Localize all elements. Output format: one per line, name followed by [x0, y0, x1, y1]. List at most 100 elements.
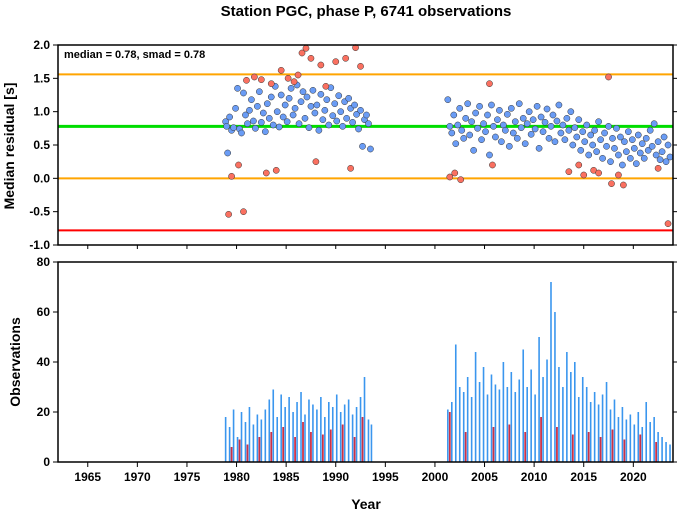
residual-point	[567, 108, 575, 116]
outlier-point	[446, 173, 454, 181]
residual-point	[545, 134, 553, 142]
residual-point	[492, 133, 499, 141]
y-tick-label: 1.5	[33, 71, 50, 85]
residual-point	[468, 118, 475, 126]
residual-point	[597, 136, 604, 144]
residual-point	[283, 118, 291, 126]
outlier-point	[342, 54, 350, 62]
residual-point	[303, 93, 311, 101]
residual-point	[365, 120, 372, 128]
residual-point	[460, 134, 468, 142]
residual-point	[230, 124, 237, 132]
outlier-point	[332, 58, 340, 66]
outlier-point	[284, 74, 292, 82]
outlier-point	[257, 76, 265, 84]
residual-point	[353, 110, 360, 118]
observations-x-axis: 1965 1970 1975 1980 1985 1990 1995 2000 2005 2010…	[74, 462, 647, 484]
residual-point	[579, 128, 587, 136]
residual-point	[513, 134, 521, 142]
residual-point	[343, 114, 351, 122]
x-tick-label: 2005	[471, 470, 498, 484]
residual-point	[261, 128, 269, 136]
residual-point	[581, 138, 589, 146]
outlier-point	[235, 161, 242, 169]
residual-point	[256, 88, 263, 96]
x-tick-label: 1970	[124, 470, 151, 484]
x-tick-label: 2010	[521, 470, 548, 484]
residual-point	[289, 111, 297, 119]
residual-point	[634, 131, 642, 139]
residual-point	[555, 101, 563, 109]
residual-point	[450, 111, 458, 119]
residual-point	[636, 149, 644, 157]
reference-lines	[58, 73, 673, 232]
residual-point	[317, 90, 325, 98]
residual-point	[498, 138, 505, 146]
residual-point	[232, 104, 239, 112]
residual-point	[226, 113, 233, 121]
residual-point	[246, 106, 253, 114]
residual-point	[275, 123, 283, 131]
residual-point	[599, 154, 606, 162]
residual-point	[482, 128, 489, 136]
residual-point	[297, 98, 305, 106]
residual-point	[263, 100, 271, 108]
residual-point	[252, 124, 259, 132]
residual-point	[529, 116, 537, 124]
residual-point	[224, 149, 231, 157]
outlier-point	[615, 171, 622, 179]
residual-point	[494, 116, 501, 124]
residual-point	[472, 109, 479, 117]
outlier-point	[277, 66, 285, 74]
outlier-point	[347, 164, 354, 172]
y-tick-label: 40	[37, 355, 51, 369]
residual-point	[287, 84, 295, 92]
residual-point	[323, 96, 331, 104]
outlier-point	[240, 208, 247, 216]
residual-point	[585, 151, 593, 159]
residual-point	[454, 121, 462, 129]
observations-panel: 0 20 40 60 80 1965 1970 1975 1980 1985 1990 1995 20…	[7, 255, 677, 511]
y-tick-label: 2.0	[33, 38, 50, 52]
residual-point	[496, 106, 503, 114]
residual-point	[535, 144, 543, 152]
residual-point	[456, 104, 464, 112]
residual-point	[525, 108, 533, 116]
residual-point	[313, 101, 321, 109]
x-tick-label: 1990	[322, 470, 349, 484]
residual-point	[511, 118, 519, 126]
y-tick-label: -1.0	[29, 238, 50, 252]
residual-point	[329, 112, 337, 120]
residual-point	[223, 122, 230, 130]
residual-point	[462, 114, 470, 122]
residual-point	[658, 148, 666, 156]
y-tick-label: 20	[37, 405, 51, 419]
residual-point	[533, 102, 541, 110]
residual-point	[269, 121, 277, 129]
residual-point	[502, 126, 509, 134]
residual-point	[632, 160, 640, 168]
observation-bars	[224, 282, 671, 462]
outlier-point	[225, 210, 232, 218]
outlier-point	[290, 78, 298, 86]
residual-point	[335, 92, 343, 100]
residual-point	[515, 100, 523, 108]
residual-point	[519, 114, 527, 122]
residual-point	[559, 121, 567, 129]
residual-point	[664, 141, 672, 149]
y-tick-label: 0.0	[33, 171, 50, 185]
chart-title: Station PGC, phase P, 6741 observations	[221, 3, 512, 20]
residual-point	[452, 140, 460, 148]
residual-point	[621, 138, 628, 146]
residual-point	[319, 116, 327, 124]
residual-point	[517, 124, 525, 132]
residual-point	[476, 102, 483, 110]
residual-point	[337, 108, 345, 116]
residual-point	[531, 125, 539, 133]
residual-point	[259, 109, 267, 117]
residual-point	[291, 104, 299, 112]
residual-point	[601, 129, 608, 137]
residual-point	[563, 114, 571, 122]
residual-point	[539, 128, 547, 136]
residual-point	[565, 126, 573, 134]
